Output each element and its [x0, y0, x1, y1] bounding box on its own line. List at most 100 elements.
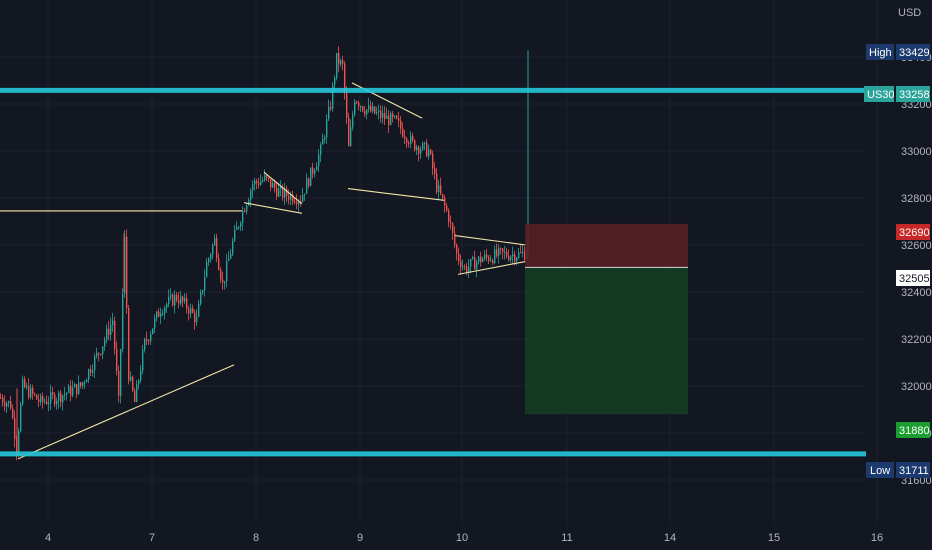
candle-body: [264, 175, 266, 181]
candle-body: [82, 382, 84, 387]
candle-body: [458, 253, 460, 261]
time-axis[interactable]: 4 7 8 9 10 11 14 15 16: [45, 532, 883, 544]
candle-body: [504, 251, 506, 253]
candle-body: [168, 297, 170, 305]
candle-body: [284, 188, 286, 198]
candle-body: [348, 117, 350, 147]
candle-body: [406, 138, 408, 144]
candle-body: [266, 175, 268, 178]
candle-body: [464, 266, 466, 268]
candle-body: [468, 266, 470, 272]
candle-body: [476, 261, 478, 270]
candle-body: [524, 251, 526, 260]
candle-body: [432, 153, 434, 169]
candle-body: [500, 247, 502, 249]
candle-body: [240, 223, 242, 227]
candle-body: [8, 401, 10, 404]
candle-body: [428, 149, 430, 157]
candle-body: [192, 307, 194, 313]
candle-body: [120, 349, 122, 396]
take-profit-zone[interactable]: [525, 267, 688, 415]
candle-body: [126, 236, 128, 309]
price-tick-6: 32200: [901, 334, 932, 346]
candle-body: [360, 106, 362, 108]
time-tick-4: 10: [456, 532, 468, 544]
candle-body: [114, 320, 116, 349]
candle-body: [84, 382, 86, 384]
time-tick-1: 7: [149, 532, 155, 544]
grid: [0, 0, 878, 525]
trendline-7[interactable]: [457, 260, 527, 275]
candle-body: [130, 376, 132, 381]
candle-body: [440, 185, 442, 194]
candle-body: [104, 339, 106, 347]
candle-body: [364, 110, 366, 115]
candle-body: [108, 328, 110, 335]
candle-body: [222, 279, 224, 283]
time-tick-8: 16: [871, 532, 883, 544]
candle-body: [448, 210, 450, 222]
candle-body: [400, 120, 402, 129]
candle-body: [62, 395, 64, 403]
target-tag-value: 31880: [899, 425, 930, 437]
candle-body: [252, 184, 254, 191]
high-tag: High 33429: [866, 44, 930, 60]
candle-body: [238, 226, 240, 228]
candle-body: [452, 223, 454, 233]
trendline-6[interactable]: [454, 235, 527, 246]
candle-body: [496, 249, 498, 256]
candle-body: [106, 328, 108, 340]
trendline-2[interactable]: [243, 202, 303, 214]
candle-body: [152, 328, 154, 334]
candle-body: [150, 333, 152, 341]
candle-body: [198, 303, 200, 317]
candle-body: [124, 236, 126, 294]
candle-body: [302, 194, 304, 202]
candle-body: [274, 183, 276, 189]
high-tag-value: 33429: [899, 47, 930, 59]
candle-body: [484, 254, 486, 259]
candle-body: [180, 296, 182, 304]
candle-body: [0, 397, 2, 399]
trendline-3[interactable]: [263, 171, 303, 205]
candle-body: [74, 384, 76, 388]
candle-body: [254, 180, 256, 185]
candle-body: [416, 147, 418, 151]
candle-body: [308, 178, 310, 186]
candle-body: [390, 113, 392, 125]
trendline-4[interactable]: [347, 188, 445, 201]
candle-body: [204, 277, 206, 290]
candle-body: [138, 380, 140, 385]
candle-body: [286, 188, 288, 196]
candle-body: [338, 53, 340, 65]
candle-body: [510, 256, 512, 261]
candle-body: [472, 257, 474, 259]
candle-body: [516, 257, 518, 262]
candle-body: [46, 401, 48, 405]
stop-loss-zone[interactable]: [525, 223, 688, 268]
candle-body: [402, 128, 404, 137]
candle-body: [456, 244, 458, 254]
candle-body: [132, 376, 134, 391]
candle-body: [272, 183, 274, 188]
candle-body: [160, 313, 162, 317]
candle-body: [396, 116, 398, 119]
candle-body: [20, 403, 22, 432]
candle-body: [262, 180, 264, 182]
candle-body: [386, 115, 388, 119]
candle-body: [430, 149, 432, 154]
candle-body: [38, 399, 40, 402]
candle-body: [404, 136, 406, 139]
candle-body: [146, 339, 148, 341]
candle-body: [352, 114, 354, 128]
candle-body: [398, 118, 400, 121]
candle-body: [438, 185, 440, 192]
candle-body: [72, 387, 74, 396]
candle-body: [332, 84, 334, 109]
candle-body: [490, 260, 492, 262]
trendline-1[interactable]: [17, 364, 235, 460]
candle-body: [26, 385, 28, 388]
candle-body: [242, 210, 244, 224]
candle-body: [116, 348, 118, 371]
